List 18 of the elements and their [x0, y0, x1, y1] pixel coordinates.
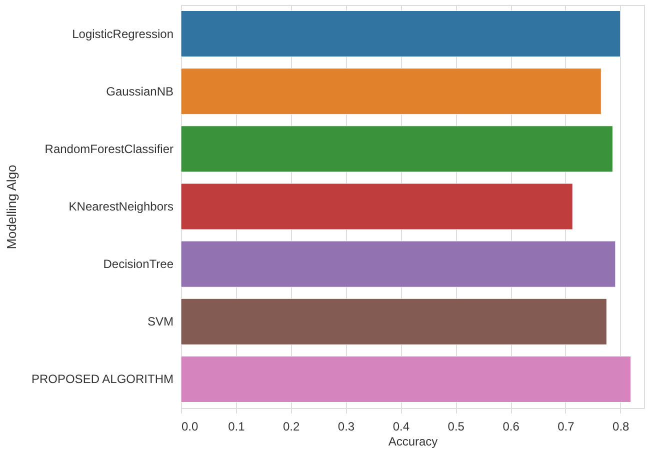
x-tick-label: 0.8 — [612, 420, 630, 434]
y-tick-label: PROPOSED ALGORITHM — [31, 372, 174, 386]
x-tick-label: 0.2 — [283, 420, 300, 434]
y-tick-label: SVM — [147, 314, 174, 329]
y-tick-label: DecisionTree — [103, 257, 174, 272]
y-tick-label: LogisticRegression — [72, 26, 174, 41]
x-tick-label: 0.4 — [392, 420, 410, 434]
y-tick-label: RandomForestClassifier — [44, 142, 174, 156]
x-tick-label: 0.7 — [558, 420, 575, 434]
x-axis-title: Accuracy — [388, 434, 438, 448]
x-tick-label: 0.1 — [228, 420, 246, 434]
x-tick-label: 0.6 — [502, 420, 520, 434]
y-axis-title: Modelling Algo — [4, 164, 19, 250]
y-tick-label: KNearestNeighbors — [68, 200, 174, 214]
x-tick-label: 0.0 — [182, 420, 199, 434]
x-tick-label: 0.3 — [338, 420, 355, 434]
x-tick-label: 0.5 — [448, 420, 465, 434]
y-tick-label: GaussianNB — [106, 84, 174, 98]
